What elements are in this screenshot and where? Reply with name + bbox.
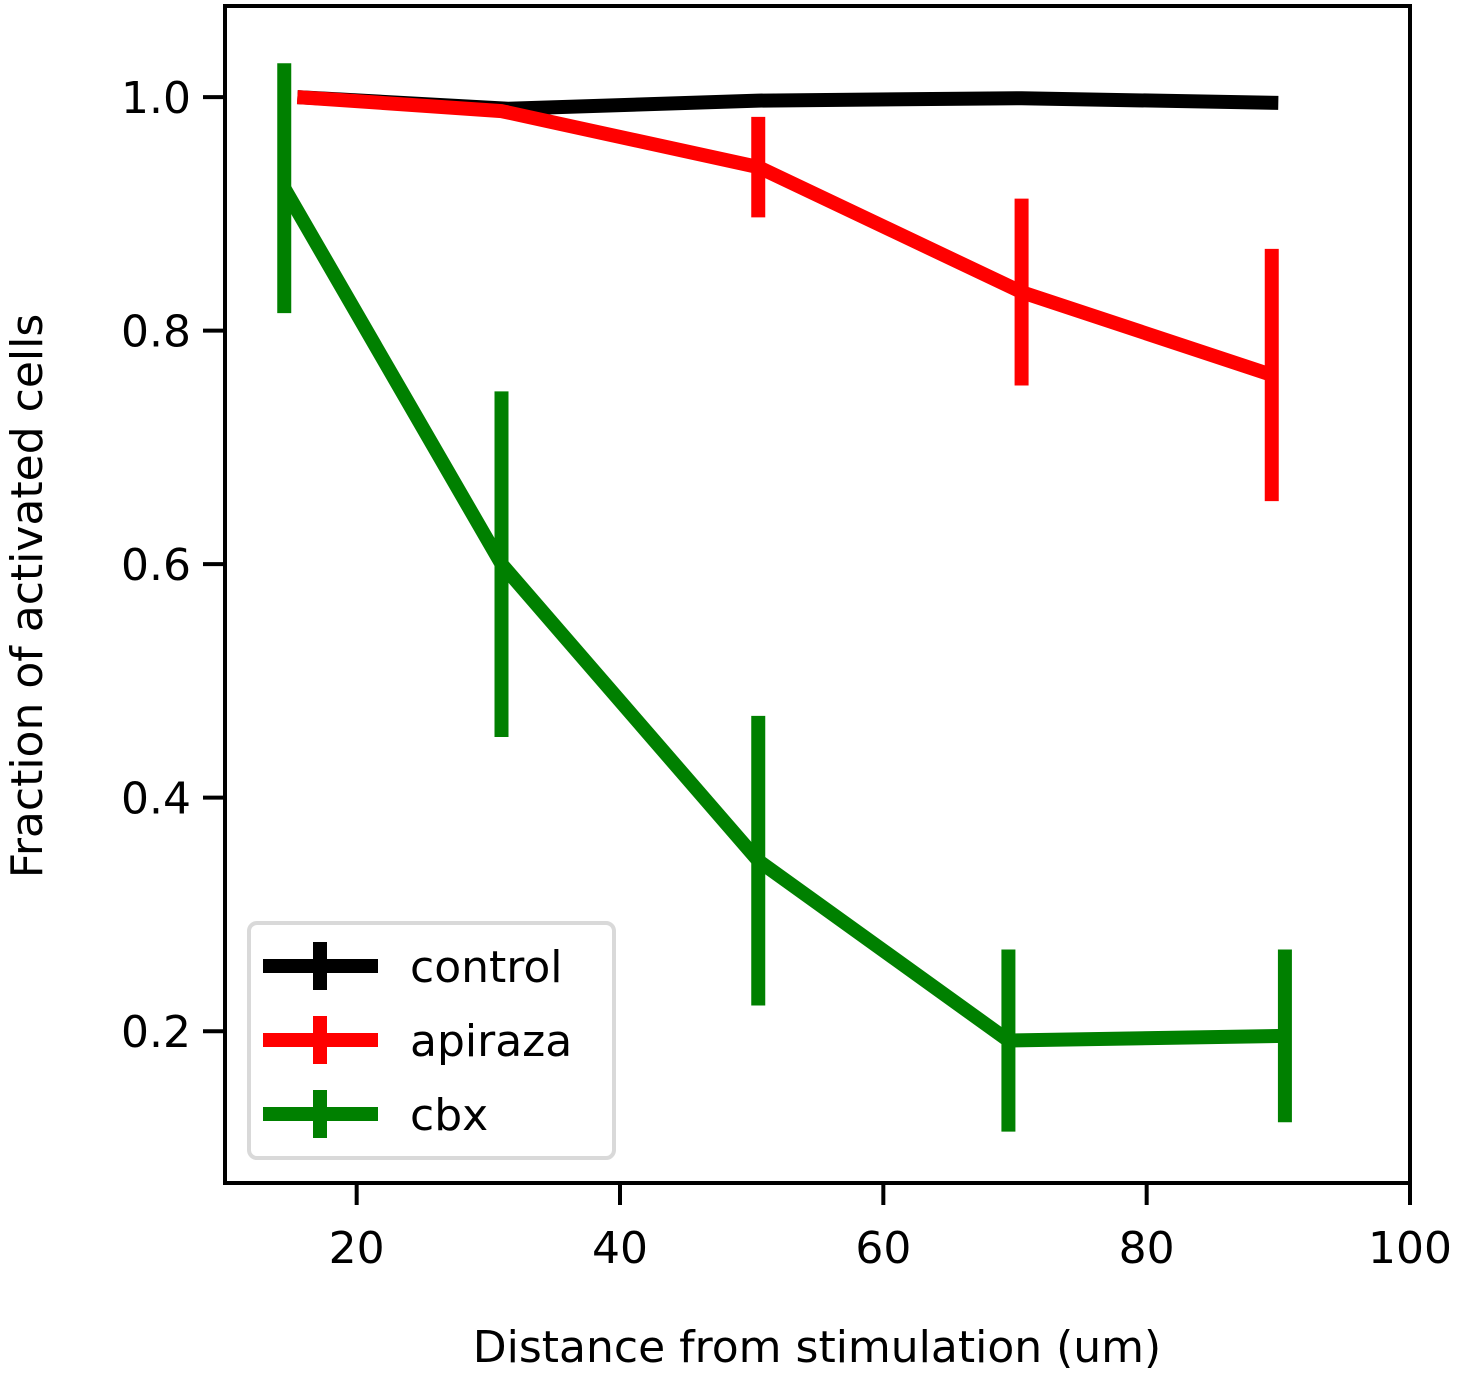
legend-item-cbx: cbx bbox=[263, 1090, 488, 1141]
x-tick-label-40: 40 bbox=[592, 1223, 648, 1274]
x-axis: 20 40 60 80 100 bbox=[329, 1183, 1452, 1274]
series-cbx bbox=[277, 63, 1292, 1132]
x-tick-label-60: 60 bbox=[855, 1223, 911, 1274]
y-tick-label-1.0: 1.0 bbox=[121, 73, 191, 124]
legend-label-cbx: cbx bbox=[410, 1090, 488, 1141]
plot-frame bbox=[223, 4, 1412, 1185]
x-tick-label-80: 80 bbox=[1119, 1223, 1175, 1274]
y-tick-label-0.4: 0.4 bbox=[121, 774, 191, 825]
legend: control apiraza cbx bbox=[247, 921, 616, 1160]
y-tick-label-0.8: 0.8 bbox=[121, 307, 191, 358]
legend-box bbox=[247, 921, 616, 1160]
legend-label-apiraza: apiraza bbox=[410, 1016, 572, 1067]
x-axis-label: Distance from stimulation (um) bbox=[473, 1322, 1161, 1373]
plot-marks bbox=[277, 63, 1292, 1132]
legend-label-control: control bbox=[410, 942, 563, 993]
series-line-apiraza bbox=[296, 90, 1275, 382]
series-apiraza bbox=[296, 90, 1279, 502]
legend-item-apiraza: apiraza bbox=[263, 1016, 572, 1067]
x-tick-label-100: 100 bbox=[1368, 1223, 1452, 1274]
y-tick-label-0.6: 0.6 bbox=[121, 540, 191, 591]
x-tick-label-20: 20 bbox=[329, 1223, 385, 1274]
series-line-cbx bbox=[278, 184, 1286, 1048]
y-axis-label: Fraction of activated cells bbox=[2, 314, 53, 879]
y-tick-label-0.2: 0.2 bbox=[121, 1007, 191, 1058]
y-axis: 0.2 0.4 0.6 0.8 1.0 bbox=[121, 73, 225, 1058]
legend-item-control: control bbox=[263, 942, 563, 993]
